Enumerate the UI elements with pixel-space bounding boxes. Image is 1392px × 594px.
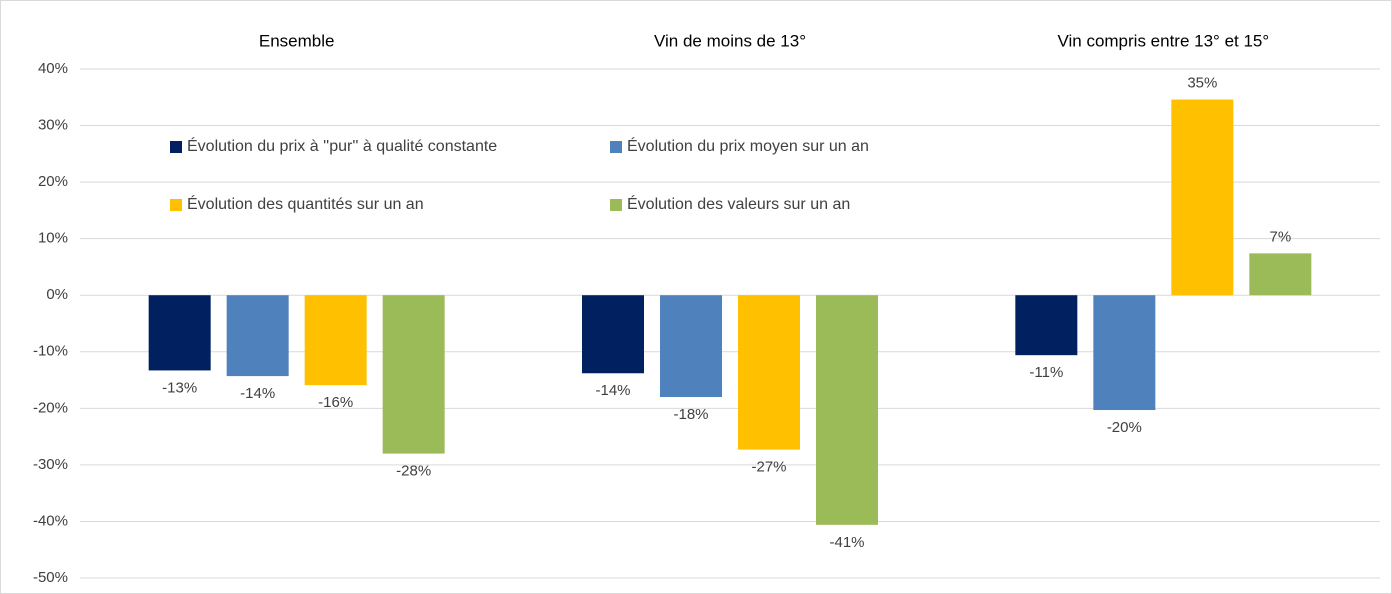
bar (1093, 295, 1156, 411)
category-label: Vin compris entre 13° et 15° (1057, 31, 1269, 50)
data-label: -27% (751, 459, 786, 476)
data-label: 7% (1269, 228, 1291, 245)
y-tick-label: 0% (46, 286, 68, 303)
data-label: 35% (1187, 75, 1217, 92)
data-label: -14% (595, 382, 630, 399)
y-tick-label: -10% (33, 343, 68, 360)
data-label: -20% (1107, 419, 1142, 436)
bar (660, 295, 722, 398)
legend-label: Évolution du prix à ''pur'' à qualité co… (187, 136, 497, 155)
bar (226, 295, 289, 377)
y-tick-label: -50% (33, 569, 68, 586)
bar (148, 295, 211, 371)
bar (1171, 99, 1234, 296)
legend-label: Évolution des quantités sur un an (187, 194, 424, 213)
legend-label: Évolution du prix moyen sur un an (627, 136, 869, 155)
data-label: -16% (318, 394, 353, 411)
data-label: -18% (673, 406, 708, 423)
data-label: -13% (162, 379, 197, 396)
legend-swatch (170, 199, 182, 211)
bar (1015, 295, 1078, 356)
legend-swatch (610, 199, 622, 211)
bar (304, 295, 367, 386)
category-label: Ensemble (259, 31, 335, 50)
y-tick-label: 10% (38, 230, 68, 247)
bar (738, 295, 800, 450)
y-tick-label: 20% (38, 173, 68, 190)
data-label: -11% (1029, 364, 1063, 381)
y-tick-label: 30% (38, 117, 68, 134)
y-tick-label: -30% (33, 456, 68, 473)
data-label: -14% (240, 385, 275, 402)
legend-swatch (610, 141, 622, 153)
y-tick-label: 40% (38, 60, 68, 77)
legend-label: Évolution des valeurs sur un an (627, 194, 850, 213)
legend-swatch (170, 141, 182, 153)
data-label: -41% (829, 534, 864, 551)
data-label: -28% (396, 463, 431, 480)
bar (382, 295, 445, 454)
category-label: Vin de moins de 13° (654, 31, 806, 50)
bar (1249, 253, 1312, 296)
bar (582, 295, 644, 374)
y-tick-label: -20% (33, 399, 68, 416)
y-tick-label: -40% (33, 512, 68, 529)
bar (816, 295, 878, 525)
